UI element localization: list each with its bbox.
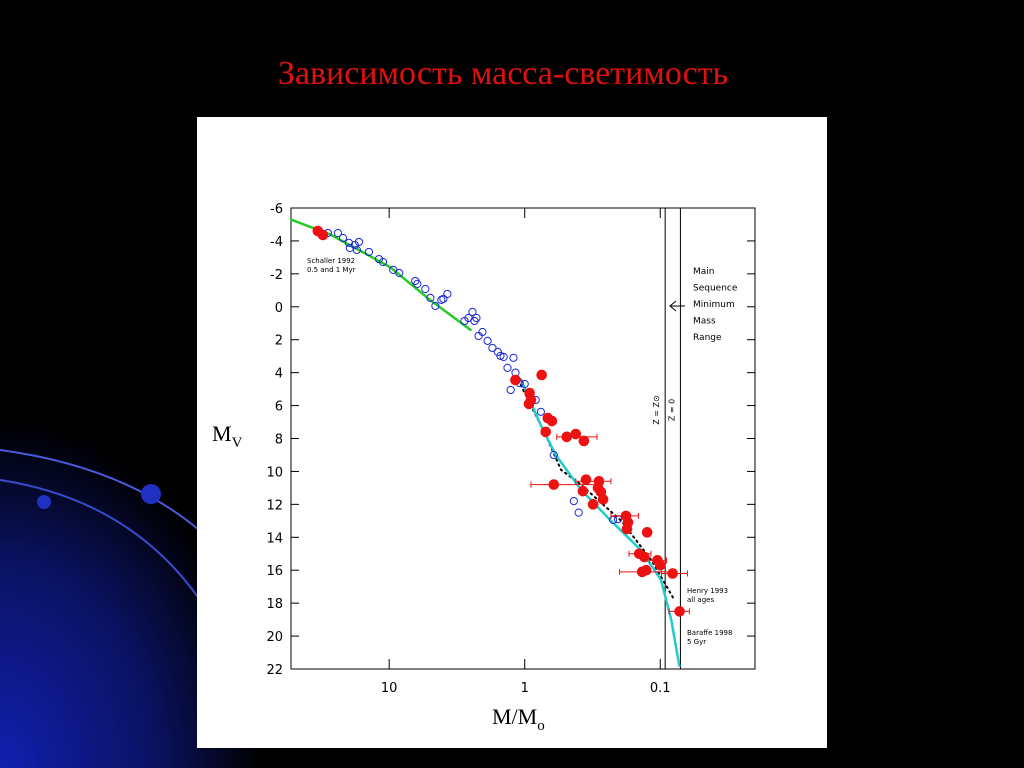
range-note: Minimum [693,300,735,310]
data-point [549,450,558,460]
data-point [413,279,422,289]
data-point [317,229,329,241]
y-tick-label: 4 [275,367,283,382]
limit-label: Z = Z⊙ [652,395,661,424]
data-point [352,245,362,255]
data-point [597,494,609,505]
arrow [669,300,685,312]
data-point [536,407,545,416]
y-tick-label: 8 [275,433,283,448]
y-label-sub: V [232,435,243,451]
y-tick-label: -6 [270,202,283,217]
limit-label: Z = 0 [667,399,676,421]
legend-detail: all ages [687,596,714,604]
slide-title: Зависимость масса-светимость [278,55,728,92]
data-point [639,551,650,563]
data-point [546,415,558,427]
data-point [608,515,618,525]
data-point [374,254,384,264]
orb [37,495,51,509]
data-point [674,606,685,617]
data-point [621,523,633,535]
data-point [570,428,582,440]
orb [141,484,161,504]
data-point [561,431,573,443]
y-axis-label: MV [212,421,243,451]
x-tick-label: 1 [521,681,529,696]
data-point [587,499,599,510]
data-point [641,527,653,538]
data-point [636,566,648,578]
plot: -6 -4 -2 0 2 4 6 8 10 12 14 16 18 20 22 10 1 0.1 Z = Z⊙ Z =… [266,202,755,696]
data-point [506,385,515,395]
data-point [499,352,508,362]
range-note: Mass [693,317,716,327]
y-tick-label: 16 [266,564,283,579]
data-point [421,284,430,294]
data-point [474,331,483,341]
x-axis-label: M/Mo [492,704,545,734]
data-point [577,485,589,497]
range-note: Range [693,333,722,343]
data-point [354,237,364,247]
data-point [569,496,578,506]
data-point [540,426,552,438]
x-label-sub: o [537,718,545,734]
data-point [395,268,404,278]
data-point [667,568,678,579]
legend-detail: 5 Gyr [687,638,706,646]
legend-name: Henry 1993 [687,587,728,595]
data-point [468,307,477,316]
y-tick-label: 18 [266,597,283,612]
data-point [333,228,342,238]
y-tick-label: -4 [270,235,283,250]
data-point [439,294,448,303]
y-tick-label: 22 [266,663,283,678]
data-point [510,374,521,386]
y-tick-label: 6 [275,400,283,415]
y-tick-label: 10 [266,465,283,480]
y-tick-label: 12 [266,498,283,513]
range-note: Main [693,267,715,277]
y-tick-label: 0 [275,301,283,316]
swirl [0,479,201,601]
data-point [520,379,529,389]
data-point [344,238,354,248]
legend-name: Baraffe 1998 [687,629,732,637]
data-point [443,289,452,299]
data-point [483,336,492,345]
data-point [509,353,518,362]
data-point [574,508,583,517]
x-tick-label: 0.1 [650,681,671,696]
y-tick-label: 14 [266,531,283,546]
data-point [536,369,547,381]
y-tick-label: 2 [275,334,283,349]
data-point [364,247,374,257]
data-point [580,474,592,485]
data-point [431,301,440,311]
data-point [488,343,497,353]
data-point [654,559,666,571]
data-point [378,257,388,267]
data-point [338,233,348,243]
legend-name: Schaller 1992 [307,257,355,265]
range-note: Sequence [693,284,738,294]
data-point [578,435,590,447]
data-point [472,313,481,323]
x-tick-label: 10 [381,681,398,696]
data-point [503,363,512,372]
y-tick-label: -2 [270,268,283,283]
x-label-main: M/M [492,704,537,729]
y-label-main: M [212,421,232,446]
data-point [523,398,535,410]
figure-panel [197,117,827,748]
data-point [548,479,560,490]
data-point [426,293,435,302]
legend-detail: 0.5 and 1 Myr [307,266,356,274]
y-tick-label: 20 [266,630,283,645]
